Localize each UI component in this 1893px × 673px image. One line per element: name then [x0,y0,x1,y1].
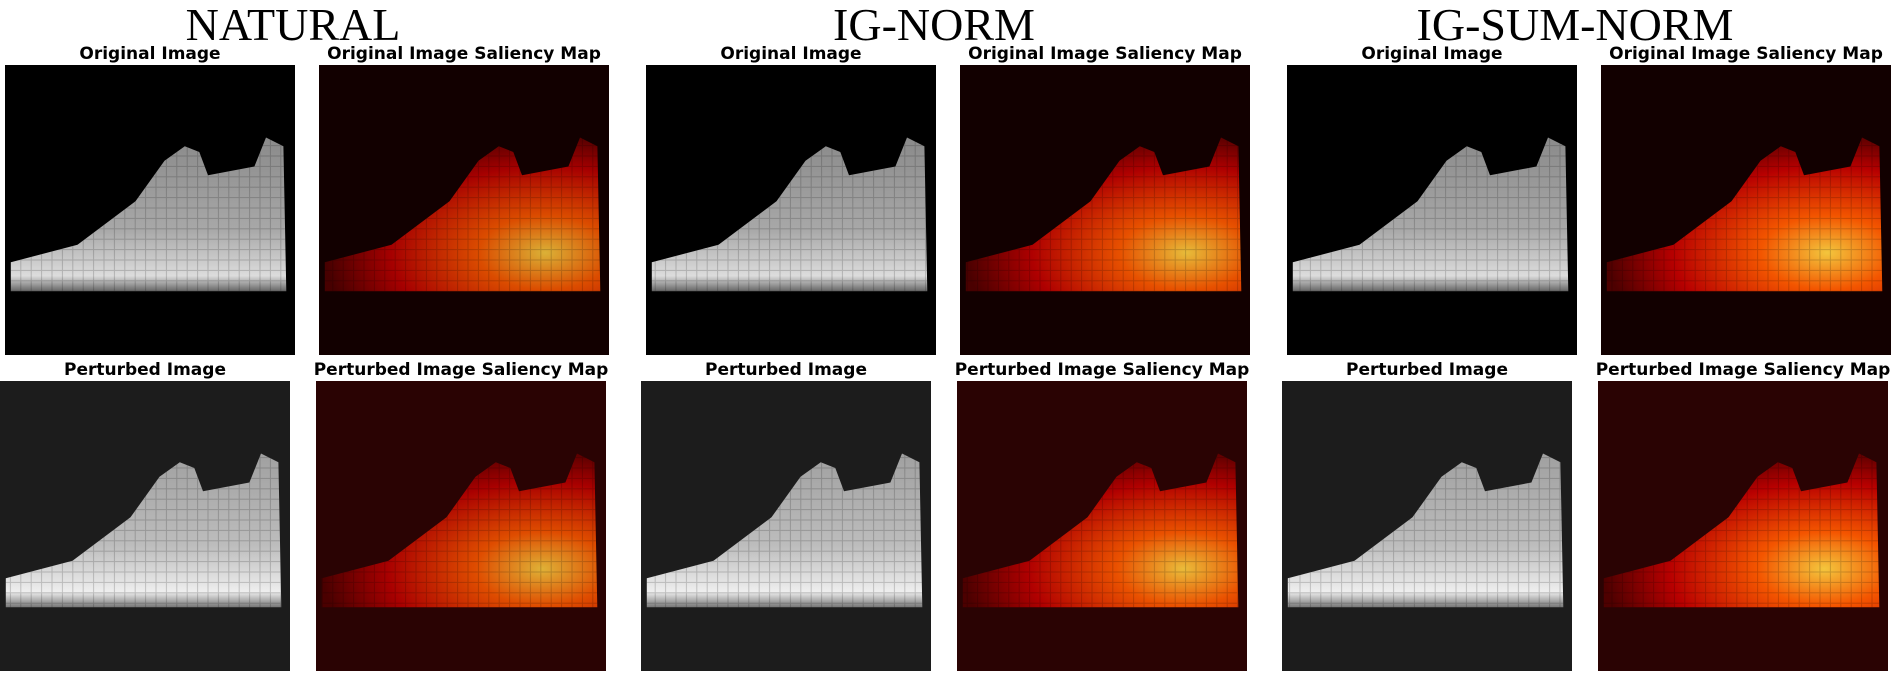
panel-title: Perturbed Image Saliency Map [955,360,1250,380]
section-title: NATURAL [186,0,401,50]
panel-title: Original Image Saliency Map [327,44,601,64]
panel-title: Perturbed Image [64,360,226,380]
panel-title: Perturbed Image Saliency Map [314,360,609,380]
page: NATURALOriginal ImageOriginal Image Sali… [0,0,1893,673]
panel-title: Original Image Saliency Map [968,44,1242,64]
panel-title: Perturbed Image [1346,360,1508,380]
figure: NATURALOriginal ImageOriginal Image Sali… [0,0,1893,673]
panel-title: Original Image Saliency Map [1609,44,1883,64]
section-title: IG-NORM [833,0,1035,50]
panel-title: Perturbed Image Saliency Map [1596,360,1891,380]
panel-title: Perturbed Image [705,360,867,380]
panel-title: Original Image [79,44,220,64]
section-title: IG-SUM-NORM [1417,0,1734,50]
panel-title: Original Image [720,44,861,64]
panel-title: Original Image [1361,44,1502,64]
